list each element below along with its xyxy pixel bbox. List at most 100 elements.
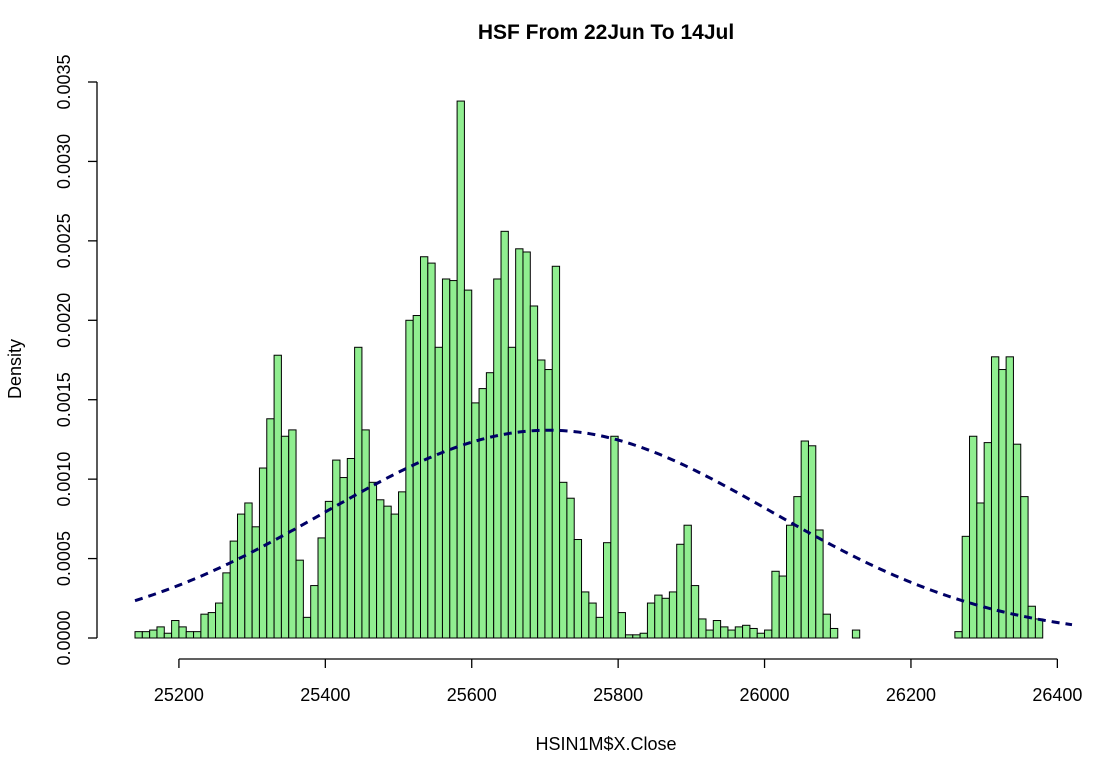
histogram-bar	[346, 457, 356, 639]
histogram-bar	[361, 429, 370, 639]
histogram-bar	[405, 319, 414, 639]
histogram-bar	[427, 262, 436, 639]
histogram-bar	[398, 491, 407, 639]
y-tick-label: 0.0015	[54, 372, 74, 427]
histogram-bar	[734, 626, 744, 639]
histogram-bar	[354, 346, 363, 639]
histogram-bar	[829, 627, 839, 639]
histogram-bar	[712, 620, 722, 639]
histogram-bar	[156, 626, 165, 639]
histogram-bar	[990, 356, 1000, 639]
histogram-bar	[222, 572, 231, 639]
y-tick-label: 0.0035	[54, 54, 74, 109]
histogram-bar	[610, 435, 619, 639]
histogram-bar	[683, 524, 692, 639]
histogram-bar	[383, 505, 392, 639]
histogram-bar	[595, 616, 604, 639]
histogram-bar	[449, 280, 458, 639]
histogram-bar	[134, 631, 143, 639]
histogram-bar	[976, 502, 985, 639]
histogram-bar	[215, 602, 224, 639]
histogram-bar	[522, 251, 531, 639]
density-curve	[134, 428, 1073, 627]
histogram-bar	[141, 631, 151, 639]
histogram-bar	[1034, 618, 1044, 639]
histogram-bar	[171, 620, 180, 639]
histogram-bar	[229, 540, 238, 639]
histogram-bar	[676, 543, 685, 639]
histogram-bar	[478, 388, 487, 639]
histogram-bar	[705, 629, 714, 639]
x-tick-label: 25600	[447, 685, 497, 705]
histogram-bar	[295, 559, 304, 639]
histogram-bar	[544, 369, 553, 639]
histogram-bar	[588, 602, 597, 639]
histogram-bar	[507, 346, 517, 639]
histogram-bar	[654, 594, 663, 639]
histogram-bar	[566, 497, 575, 639]
x-axis: 25200 25400 25600 25800 26000 26200 26400	[154, 658, 1082, 705]
x-tick-label: 25400	[300, 685, 350, 705]
x-tick-label: 26200	[886, 685, 936, 705]
bars-group	[134, 100, 1044, 639]
histogram-bar	[822, 613, 831, 639]
histogram-bar	[412, 315, 421, 639]
histogram-bar	[178, 626, 187, 639]
histogram-bar	[756, 632, 766, 639]
histogram-bar	[1012, 443, 1022, 639]
histogram-bar	[969, 435, 978, 639]
histogram-bar	[493, 278, 502, 639]
y-tick-label: 0.0020	[54, 293, 74, 348]
chart-title: HSF From 22Jun To 14Jul	[478, 21, 734, 44]
histogram-bar	[742, 624, 751, 639]
y-tick-label: 0.0025	[54, 213, 74, 268]
histogram-bar	[559, 481, 568, 639]
histogram-bar	[266, 418, 275, 639]
histogram-bar	[485, 372, 495, 639]
histogram-bar	[302, 616, 312, 639]
histogram-bar	[529, 305, 539, 639]
histogram-bar	[720, 626, 729, 639]
histogram-bar	[471, 402, 480, 639]
x-tick-label: 26400	[1032, 685, 1082, 705]
histogram-bar	[771, 570, 780, 639]
histogram-bar	[419, 256, 429, 639]
histogram-bar	[200, 613, 209, 639]
histogram-bar	[368, 481, 378, 639]
histogram-bar	[749, 627, 758, 639]
histogram-bar	[434, 346, 443, 639]
histogram-bar	[258, 467, 268, 639]
histogram-bar	[786, 524, 795, 639]
histogram-bar	[332, 459, 341, 639]
histogram-bar	[624, 634, 634, 639]
histogram-bar	[390, 513, 400, 639]
histogram-bar	[324, 500, 334, 639]
histogram-bar	[800, 440, 809, 639]
histogram-bar	[288, 429, 297, 639]
histogram-bar	[441, 278, 451, 639]
histogram-bar	[727, 629, 736, 639]
y-tick-label: 0.0005	[54, 531, 74, 586]
histogram-bar	[646, 602, 656, 639]
histogram-bar	[668, 591, 678, 639]
y-axis-label: Density	[5, 339, 25, 399]
histogram-bar	[954, 631, 963, 639]
histogram-bar	[1027, 605, 1036, 639]
histogram-bar	[185, 631, 195, 639]
histogram-bar	[376, 499, 385, 639]
histogram-bar	[690, 585, 700, 639]
histogram-bar	[581, 591, 590, 639]
histogram-bar	[617, 612, 626, 639]
y-tick-label: 0.0000	[54, 610, 74, 665]
histogram-bar	[163, 632, 173, 639]
histogram-bar	[463, 289, 473, 639]
y-tick-label: 0.0030	[54, 134, 74, 189]
histogram-bar	[632, 634, 641, 639]
histogram-bar	[778, 575, 788, 639]
histogram-bar	[515, 248, 524, 639]
y-tick-label: 0.0010	[54, 452, 74, 507]
histogram-bar	[998, 369, 1007, 639]
histogram-bar	[1020, 496, 1029, 639]
histogram-bar	[1005, 356, 1014, 639]
